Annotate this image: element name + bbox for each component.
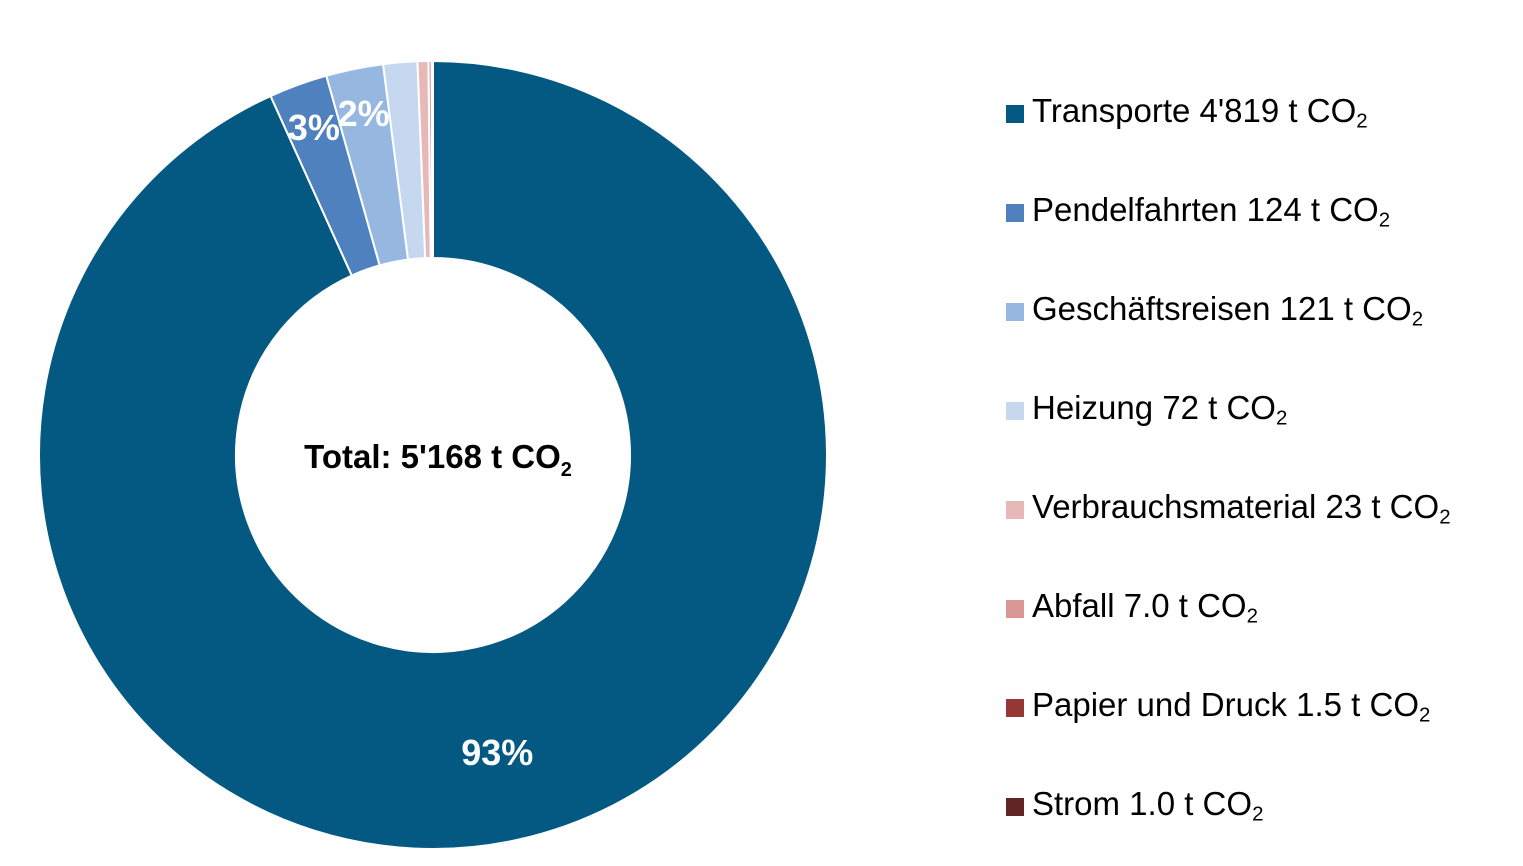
legend-label-transporte: Transporte 4'819 t CO2 <box>1032 91 1368 131</box>
slice-label-gesch-ftsreisen: 2% <box>338 93 390 134</box>
legend-swatch-strom <box>1006 798 1024 816</box>
legend-label-text: Papier und Druck 1.5 t CO <box>1032 686 1420 723</box>
legend-swatch-gesch-ftsreisen <box>1006 303 1024 321</box>
legend-swatch-pendelfahrten <box>1006 204 1024 222</box>
legend-label-strom: Strom 1.0 t CO2 <box>1032 784 1263 824</box>
legend-swatch-papier-und-druck <box>1006 699 1024 717</box>
legend-label-heizung: Heizung 72 t CO2 <box>1032 388 1287 428</box>
legend-label-text: Heizung 72 t CO <box>1032 389 1276 426</box>
legend-label-abfall: Abfall 7.0 t CO2 <box>1032 586 1258 626</box>
center-total-subscript: 2 <box>561 459 572 481</box>
legend-label-subscript: 2 <box>1275 406 1288 430</box>
legend-label-text: Strom 1.0 t CO <box>1032 785 1253 822</box>
legend-label-verbrauchsmaterial: Verbrauchsmaterial 23 t CO2 <box>1032 487 1451 527</box>
legend-label-text: Verbrauchsmaterial 23 t CO <box>1032 488 1440 525</box>
legend-swatch-heizung <box>1006 402 1024 420</box>
slice-label-pendelfahrten: 3% <box>288 107 340 148</box>
slice-labels: 93% 3%2% <box>288 93 534 773</box>
legend-label-subscript: 2 <box>1246 604 1258 628</box>
center-total-label: Total: 5'168 t CO2 <box>304 438 572 481</box>
legend-swatch-transporte <box>1006 105 1024 123</box>
donut-slices <box>38 59 828 850</box>
legend-label-text: Pendelfahrten 124 t CO <box>1032 191 1379 228</box>
legend-swatch-abfall <box>1006 600 1024 618</box>
legend-label-text: Transporte 4'819 t CO <box>1032 92 1357 129</box>
slice-transporte <box>38 59 828 850</box>
legend-label-subscript: 2 <box>1439 505 1451 529</box>
legend-label-text: Geschäftsreisen 121 t CO <box>1032 290 1412 327</box>
legend-label-subscript: 2 <box>1356 109 1368 133</box>
legend-label-papier-und-druck: Papier und Druck 1.5 t CO2 <box>1032 685 1430 725</box>
legend-label-pendelfahrten: Pendelfahrten 124 t CO2 <box>1032 190 1390 230</box>
legend-label-text: Abfall 7.0 t CO <box>1032 587 1247 624</box>
legend-label-gesch-ftsreisen: Geschäftsreisen 121 t CO2 <box>1032 289 1423 329</box>
center-total-text: Total: 5'168 t CO <box>304 438 561 475</box>
legend-label-subscript: 2 <box>1419 703 1431 727</box>
slice-label-transporte: 93% <box>461 732 533 773</box>
legend-swatch-verbrauchsmaterial <box>1006 501 1024 519</box>
legend-label-subscript: 2 <box>1411 307 1424 331</box>
legend-label-subscript: 2 <box>1252 802 1264 826</box>
legend-label-subscript: 2 <box>1378 208 1391 232</box>
